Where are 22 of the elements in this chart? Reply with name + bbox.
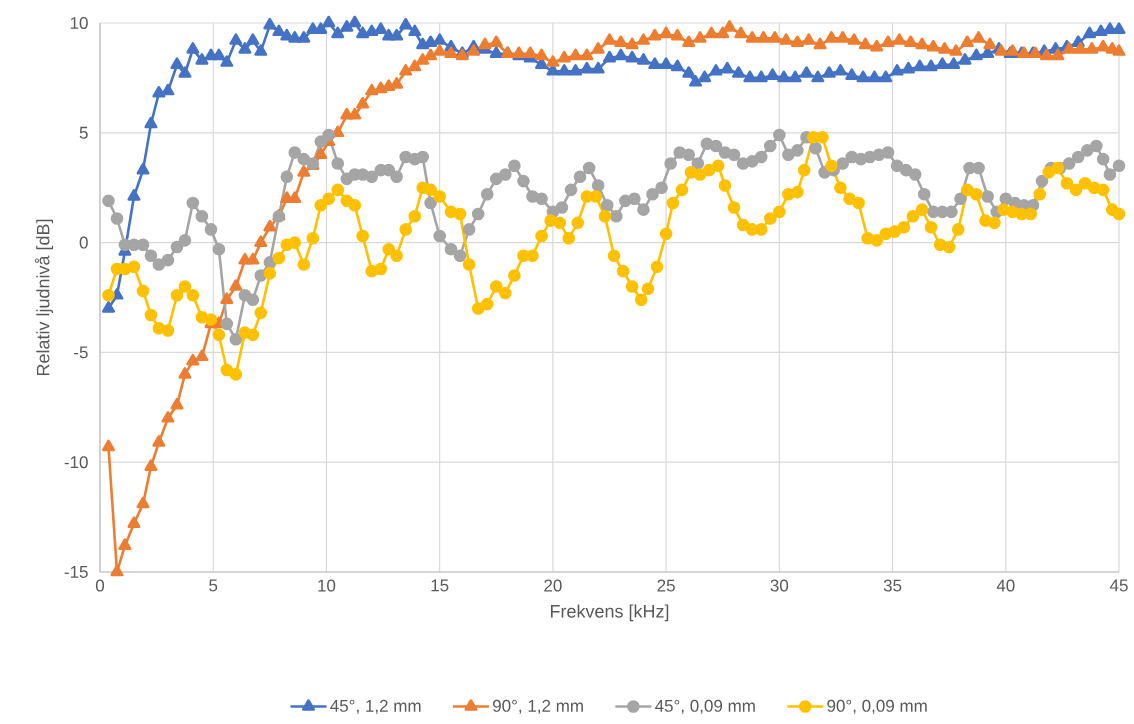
legend-label: 45°, 1,2 mm [330,699,421,714]
x-tick-label: 30 [770,579,789,592]
legend-label: 45°, 0,09 mm [655,699,755,714]
y-tick-label: -5 [74,346,88,359]
legend-label: 90°, 0,09 mm [827,699,927,714]
y-tick-label: -15 [64,566,88,578]
y-tick-label: 5 [79,126,88,139]
x-tick-label: 45 [1109,579,1128,592]
x-axis-title: Frekvens [kHz] [550,604,669,622]
y-tick-label: 10 [70,16,88,30]
x-tick-label: 40 [996,579,1015,592]
y-tick-label: 0 [79,236,88,249]
x-tick-label: 35 [883,579,902,592]
x-tick-label: 5 [209,579,218,592]
x-tick-label: 25 [657,579,675,592]
x-tick-label: 20 [544,579,562,592]
x-tick-label: 0 [95,579,105,592]
y-tick-label: -10 [64,456,88,469]
x-tick-label: 10 [318,579,336,592]
legend-label: 90°, 1,2 mm [493,699,583,714]
x-tick-label: 15 [431,579,449,592]
y-axis-title: Relativ ljudnivå [dB] [34,219,54,376]
